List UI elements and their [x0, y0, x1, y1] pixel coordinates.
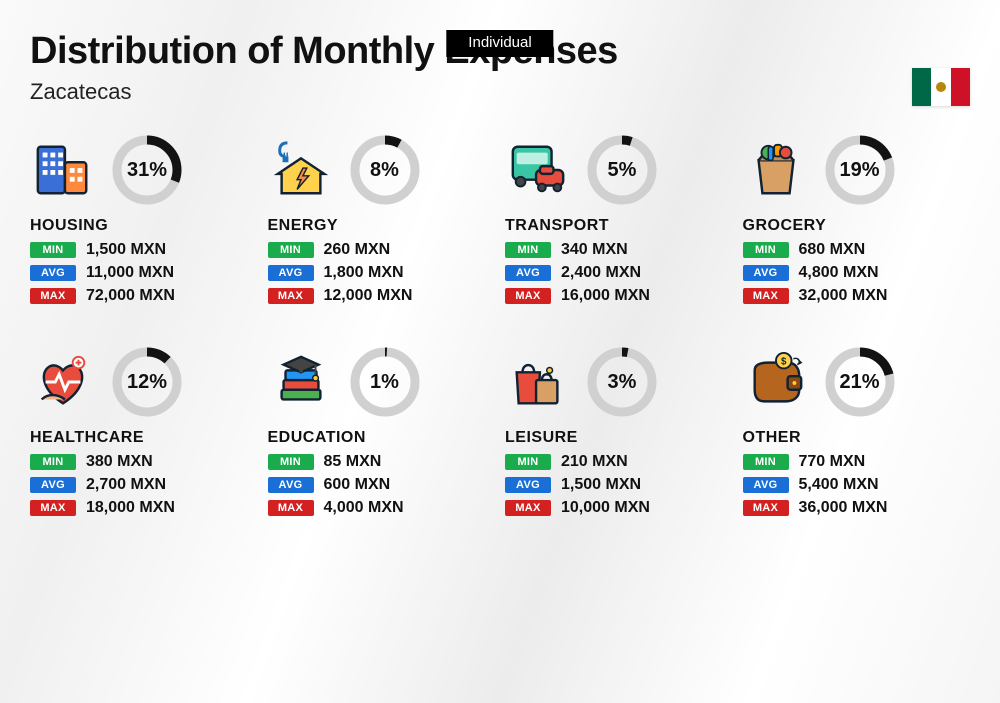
energy-icon	[268, 137, 334, 203]
max-value: 36,000 MXN	[799, 499, 888, 517]
min-tag: MIN	[743, 454, 789, 470]
category-leisure: 3% LEISURE MIN 210 MXN AVG 1,500 MXN MAX…	[505, 345, 733, 517]
max-value: 72,000 MXN	[86, 287, 175, 305]
subtitle-region: Zacatecas	[30, 79, 970, 105]
category-grocery: 19% GROCERY MIN 680 MXN AVG 4,800 MXN MA…	[743, 133, 971, 305]
min-value: 260 MXN	[324, 241, 391, 259]
avg-tag: AVG	[743, 265, 789, 281]
max-tag: MAX	[505, 288, 551, 304]
category-transport: 5% TRANSPORT MIN 340 MXN AVG 2,400 MXN M…	[505, 133, 733, 305]
percent-label: 8%	[348, 133, 422, 207]
min-tag: MIN	[505, 242, 551, 258]
tab-individual: Individual	[446, 30, 553, 57]
transport-icon	[505, 137, 571, 203]
category-name: OTHER	[743, 429, 971, 447]
categories-grid: 31% HOUSING MIN 1,500 MXN AVG 11,000 MXN…	[30, 133, 970, 517]
education-icon	[268, 349, 334, 415]
flag-mexico-icon	[912, 68, 970, 106]
category-name: EDUCATION	[268, 429, 496, 447]
percent-donut: 21%	[823, 345, 897, 419]
percent-label: 19%	[823, 133, 897, 207]
max-tag: MAX	[505, 500, 551, 516]
max-value: 10,000 MXN	[561, 499, 650, 517]
category-energy: 8% ENERGY MIN 260 MXN AVG 1,800 MXN MAX …	[268, 133, 496, 305]
avg-value: 1,500 MXN	[561, 476, 641, 494]
avg-value: 2,400 MXN	[561, 264, 641, 282]
max-tag: MAX	[268, 288, 314, 304]
category-name: ENERGY	[268, 217, 496, 235]
percent-donut: 1%	[348, 345, 422, 419]
max-tag: MAX	[743, 288, 789, 304]
category-name: GROCERY	[743, 217, 971, 235]
healthcare-icon	[30, 349, 96, 415]
max-value: 16,000 MXN	[561, 287, 650, 305]
category-housing: 31% HOUSING MIN 1,500 MXN AVG 11,000 MXN…	[30, 133, 258, 305]
min-value: 380 MXN	[86, 453, 153, 471]
avg-tag: AVG	[505, 477, 551, 493]
percent-label: 12%	[110, 345, 184, 419]
max-tag: MAX	[268, 500, 314, 516]
avg-value: 600 MXN	[324, 476, 391, 494]
avg-value: 4,800 MXN	[799, 264, 879, 282]
percent-label: 1%	[348, 345, 422, 419]
max-tag: MAX	[30, 288, 76, 304]
max-value: 18,000 MXN	[86, 499, 175, 517]
min-tag: MIN	[268, 242, 314, 258]
category-name: TRANSPORT	[505, 217, 733, 235]
min-tag: MIN	[505, 454, 551, 470]
avg-tag: AVG	[505, 265, 551, 281]
min-value: 85 MXN	[324, 453, 382, 471]
max-tag: MAX	[743, 500, 789, 516]
leisure-icon	[505, 349, 571, 415]
percent-label: 3%	[585, 345, 659, 419]
min-tag: MIN	[743, 242, 789, 258]
avg-tag: AVG	[268, 265, 314, 281]
percent-donut: 3%	[585, 345, 659, 419]
percent-label: 31%	[110, 133, 184, 207]
housing-icon	[30, 137, 96, 203]
percent-donut: 31%	[110, 133, 184, 207]
percent-label: 21%	[823, 345, 897, 419]
grocery-icon	[743, 137, 809, 203]
min-tag: MIN	[30, 454, 76, 470]
min-value: 680 MXN	[799, 241, 866, 259]
category-healthcare: 12% HEALTHCARE MIN 380 MXN AVG 2,700 MXN…	[30, 345, 258, 517]
avg-tag: AVG	[30, 265, 76, 281]
avg-value: 1,800 MXN	[324, 264, 404, 282]
min-tag: MIN	[30, 242, 76, 258]
avg-value: 11,000 MXN	[86, 264, 174, 282]
percent-label: 5%	[585, 133, 659, 207]
percent-donut: 5%	[585, 133, 659, 207]
avg-tag: AVG	[268, 477, 314, 493]
avg-tag: AVG	[30, 477, 76, 493]
percent-donut: 19%	[823, 133, 897, 207]
min-value: 1,500 MXN	[86, 241, 166, 259]
min-value: 210 MXN	[561, 453, 628, 471]
avg-tag: AVG	[743, 477, 789, 493]
category-other: $ 21% OTHER MIN 770 MXN AVG 5,400 MXN MA…	[743, 345, 971, 517]
category-name: LEISURE	[505, 429, 733, 447]
category-education: 1% EDUCATION MIN 85 MXN AVG 600 MXN MAX …	[268, 345, 496, 517]
other-icon: $	[743, 349, 809, 415]
max-value: 12,000 MXN	[324, 287, 413, 305]
min-tag: MIN	[268, 454, 314, 470]
max-value: 32,000 MXN	[799, 287, 888, 305]
max-value: 4,000 MXN	[324, 499, 404, 517]
percent-donut: 12%	[110, 345, 184, 419]
max-tag: MAX	[30, 500, 76, 516]
svg-text:$: $	[781, 357, 787, 368]
avg-value: 2,700 MXN	[86, 476, 166, 494]
min-value: 340 MXN	[561, 241, 628, 259]
avg-value: 5,400 MXN	[799, 476, 879, 494]
category-name: HOUSING	[30, 217, 258, 235]
min-value: 770 MXN	[799, 453, 866, 471]
category-name: HEALTHCARE	[30, 429, 258, 447]
percent-donut: 8%	[348, 133, 422, 207]
